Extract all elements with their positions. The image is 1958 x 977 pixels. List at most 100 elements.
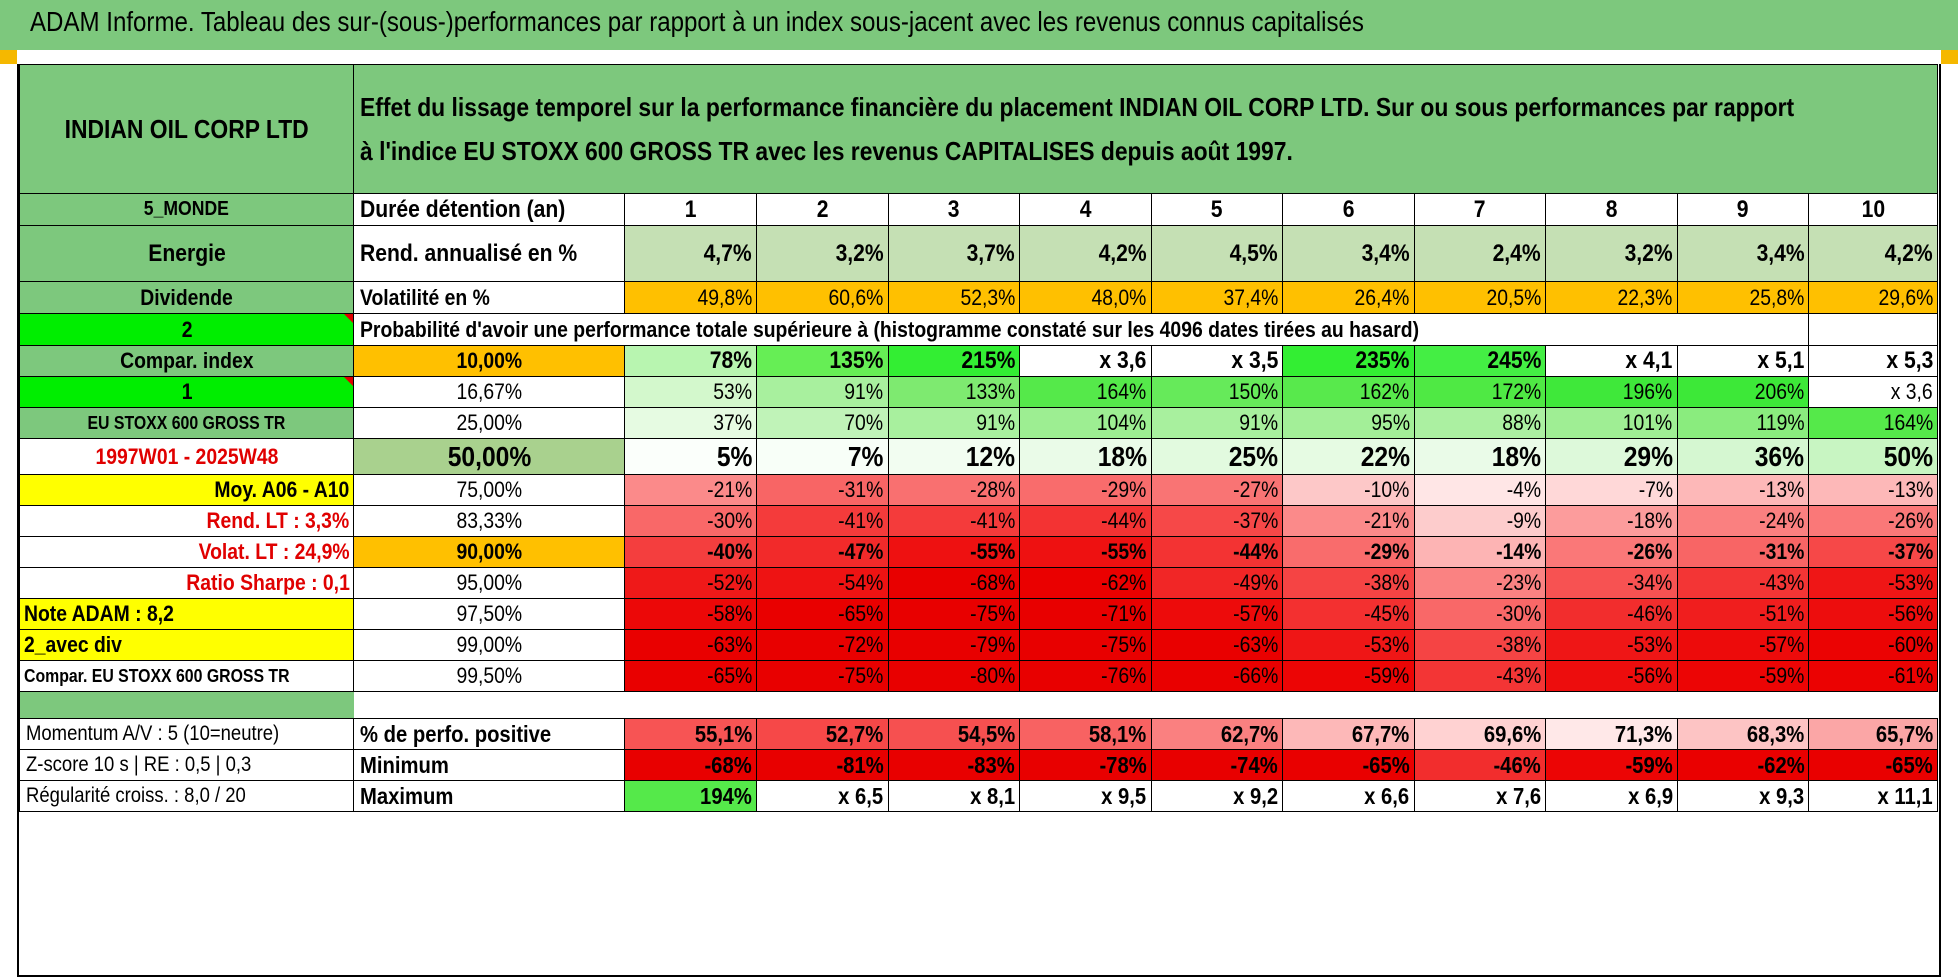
region-label: 5_MONDE (18, 193, 355, 226)
bottom-value: -65% (1282, 749, 1415, 781)
probability-value: -41% (887, 505, 1021, 537)
probability-value: -24% (1676, 505, 1810, 537)
moy-label: Moy. A06 - A10 (18, 474, 355, 506)
probability-value: 91% (1150, 407, 1284, 439)
spacer-green (18, 691, 354, 719)
probability-title: Probabilité d'avoir une performance tota… (353, 313, 1678, 346)
probability-value: -53% (1545, 629, 1678, 661)
probability-value: 37% (624, 407, 757, 439)
probability-value: -38% (1282, 567, 1415, 599)
annual-return-value: 3,4% (1282, 225, 1415, 282)
probability-value: x 3,6 (1808, 376, 1938, 408)
bottom-value: -65% (1808, 749, 1938, 781)
probability-value: -63% (1150, 629, 1284, 661)
probability-value: -45% (1282, 598, 1415, 630)
threshold-pct: 16,67% (353, 376, 626, 408)
volatility-value: 52,3% (887, 281, 1021, 314)
threshold-pct: 99,50% (353, 660, 626, 692)
avec-div-label: 2_avec div (18, 629, 355, 661)
annual-return-value: 4,5% (1150, 225, 1284, 282)
probability-value: -41% (755, 505, 889, 537)
sharpe-label: Ratio Sharpe : 0,1 (18, 567, 355, 599)
probability-value: 53% (624, 376, 757, 408)
probability-value: -31% (755, 474, 889, 506)
probability-value: -60% (1808, 629, 1938, 661)
bottom-value: 65,7% (1808, 718, 1938, 750)
probability-value: -75% (887, 598, 1021, 630)
bottom-value: x 7,6 (1413, 780, 1547, 812)
bottom-row-label: % de perfo. positive (353, 718, 626, 750)
value-1-cell: 1 (18, 376, 355, 408)
probability-value: 12% (887, 438, 1021, 475)
threshold-pct: 10,00% (353, 345, 626, 377)
probability-value: -21% (624, 474, 757, 506)
annual-return-value: 3,7% (887, 225, 1021, 282)
probability-value: -28% (887, 474, 1021, 506)
probability-value: 18% (1413, 438, 1547, 475)
probability-value: -71% (1019, 598, 1152, 630)
probability-value: 50% (1808, 438, 1938, 475)
probability-value: -72% (755, 629, 889, 661)
year-header: 2 (755, 193, 889, 226)
year-header: 4 (1019, 193, 1152, 226)
volatility-value: 26,4% (1282, 281, 1415, 314)
bottom-row-label: Maximum (353, 780, 626, 812)
type-label: Dividende (18, 281, 355, 314)
probability-value: -68% (887, 567, 1021, 599)
probability-value: 162% (1282, 376, 1415, 408)
probability-value: 36% (1676, 438, 1810, 475)
probability-value: 22% (1282, 438, 1415, 475)
company-name: INDIAN OIL CORP LTD (18, 64, 355, 194)
sector-label: Energie (18, 225, 355, 282)
probability-value: -46% (1545, 598, 1678, 630)
probability-value: -65% (755, 598, 889, 630)
bottom-value: 67,7% (1282, 718, 1415, 750)
holding-duration-label: Durée détention (an) (353, 193, 626, 226)
probability-value: -44% (1019, 505, 1152, 537)
bottom-value: -78% (1019, 749, 1152, 781)
note-adam-label: Note ADAM : 8,2 (18, 598, 355, 630)
table-frame (17, 64, 1941, 977)
bottom-row-label: Minimum (353, 749, 626, 781)
volatility-value: 49,8% (624, 281, 757, 314)
probability-value: -40% (624, 536, 757, 568)
annual-return-value: 4,2% (1019, 225, 1152, 282)
probability-value: 101% (1545, 407, 1678, 439)
probability-value: 29% (1545, 438, 1678, 475)
bottom-left-label: Momentum A/V : 5 (10=neutre) (18, 718, 355, 750)
probability-value: -63% (624, 629, 757, 661)
probability-value: -59% (1676, 660, 1810, 692)
volatility-value: 29,6% (1808, 281, 1938, 314)
probability-value: -34% (1545, 567, 1678, 599)
probability-value: 150% (1150, 376, 1284, 408)
probability-value: -13% (1676, 474, 1810, 506)
year-header: 8 (1545, 193, 1678, 226)
probability-value: 133% (887, 376, 1021, 408)
probability-value: 206% (1676, 376, 1810, 408)
bottom-value: -81% (755, 749, 889, 781)
probability-value: -59% (1282, 660, 1415, 692)
probability-value: 25% (1150, 438, 1284, 475)
annual-return-value: 3,4% (1676, 225, 1810, 282)
probability-value: -57% (1676, 629, 1810, 661)
bottom-left-label: Z-score 10 s | RE : 0,5 | 0,3 (18, 749, 355, 781)
volatility-value: 60,6% (755, 281, 889, 314)
probability-value: -49% (1150, 567, 1284, 599)
probability-value: -30% (624, 505, 757, 537)
bottom-value: 68,3% (1676, 718, 1810, 750)
annual-return-label: Rend. annualisé en % (353, 225, 626, 282)
bottom-value: 194% (624, 780, 757, 812)
probability-value: -51% (1676, 598, 1810, 630)
probability-value: -31% (1676, 536, 1810, 568)
bottom-value: x 6,6 (1282, 780, 1415, 812)
probability-value: -14% (1413, 536, 1547, 568)
probability-value: -27% (1150, 474, 1284, 506)
probability-value: -56% (1808, 598, 1938, 630)
probability-value: -75% (1019, 629, 1152, 661)
probability-value: 135% (755, 345, 889, 377)
index-name-label: EU STOXX 600 GROSS TR (18, 407, 355, 439)
volatility-value: 22,3% (1545, 281, 1678, 314)
description: Effet du lissage temporel sur la perform… (353, 64, 1938, 194)
year-header: 1 (624, 193, 757, 226)
probability-value: 215% (887, 345, 1021, 377)
